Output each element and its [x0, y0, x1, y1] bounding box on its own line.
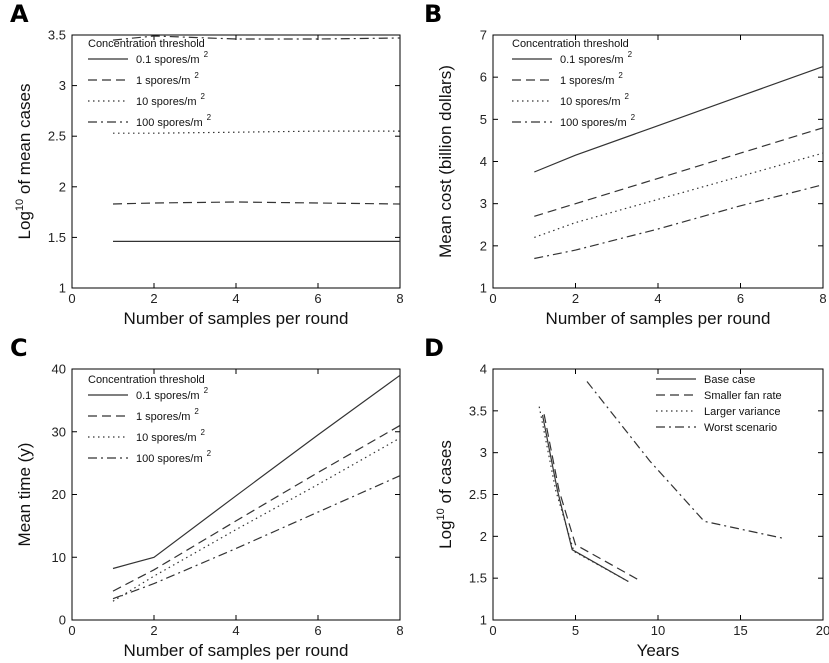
x-tick-label: 8 — [396, 623, 403, 638]
x-tick-label: 4 — [654, 291, 661, 306]
y-tick-label: 3.5 — [469, 403, 487, 418]
y-tick-label: 2 — [480, 238, 487, 253]
series-line — [534, 127, 824, 217]
y-tick-label: 1.5 — [469, 571, 487, 586]
y-tick-label: 6 — [480, 70, 487, 85]
x-axis-label: Number of samples per round — [124, 309, 349, 328]
x-tick-label: 4 — [232, 623, 239, 638]
chart-panel-a: A 0 2 4 6 8 1 1.5 2 2.5 3 3.5 Number of samples per … — [10, 0, 404, 328]
legend-title: Concentration threshold — [88, 38, 205, 50]
x-tick-label: 6 — [737, 291, 744, 306]
x-tick-label: 8 — [819, 291, 826, 306]
x-tick-label: 10 — [651, 623, 665, 638]
y-tick-label: 1 — [480, 613, 487, 628]
x-axis-label: Number of samples per round — [546, 309, 771, 328]
y-tick-label: 40 — [52, 362, 66, 377]
panel-letter: D — [424, 334, 444, 362]
legend-entry: 0.1 spores/m 2 — [136, 50, 209, 66]
y-tick-label: 4 — [480, 154, 487, 169]
x-tick-label: 0 — [68, 623, 75, 638]
y-axis-label: Mean time (y) — [15, 443, 34, 547]
x-tick-label: 6 — [314, 623, 321, 638]
series-line — [586, 381, 782, 539]
y-tick-label: 1 — [59, 281, 66, 296]
axes-frame — [71, 34, 401, 289]
y-tick-label: 3 — [59, 78, 66, 93]
chart-panel-d: D 0 5 10 15 20 1 1.5 2 2.5 3 3.5 4 Years Log10 of case… — [424, 334, 829, 660]
x-tick-label: 2 — [572, 291, 579, 306]
x-tick-label: 8 — [396, 291, 403, 306]
series-line — [541, 414, 629, 583]
y-tick-label: 7 — [480, 28, 487, 43]
y-tick-label: 3 — [480, 196, 487, 211]
legend-entry: Base case — [704, 374, 755, 386]
series-line — [112, 201, 401, 205]
y-tick-label: 30 — [52, 424, 66, 439]
legend-entry: 100 spores/m 2 — [136, 113, 212, 129]
legend-entry: 0.1 spores/m 2 — [560, 50, 633, 66]
legend-entry: 1 spores/m 2 — [136, 71, 199, 87]
legend-entry: 10 spores/m 2 — [136, 92, 206, 108]
x-tick-label: 5 — [572, 623, 579, 638]
x-tick-label: 2 — [150, 291, 157, 306]
x-tick-label: 15 — [733, 623, 747, 638]
legend-entry: 1 spores/m 2 — [136, 407, 199, 423]
legend-entry: 100 spores/m 2 — [560, 113, 636, 129]
legend-title: Concentration threshold — [512, 38, 629, 50]
x-tick-label: 20 — [816, 623, 829, 638]
y-tick-label: 20 — [52, 487, 66, 502]
legend-entry: 0.1 spores/m 2 — [136, 386, 209, 402]
y-axis-label: Log10 of mean cases — [14, 84, 34, 240]
legend-entry: 10 spores/m 2 — [560, 92, 630, 108]
panel-letter: C — [10, 334, 28, 362]
x-tick-label: 0 — [489, 291, 496, 306]
x-tick-label: 0 — [489, 623, 496, 638]
y-tick-label: 1.5 — [48, 230, 66, 245]
x-axis-label: Years — [637, 641, 680, 660]
y-tick-label: 2.5 — [48, 129, 66, 144]
series-line — [112, 424, 401, 592]
series-line — [112, 475, 401, 600]
y-tick-label: 0 — [59, 613, 66, 628]
y-tick-label: 4 — [480, 362, 487, 377]
x-tick-label: 6 — [314, 291, 321, 306]
series-line — [112, 374, 401, 570]
series-line — [534, 66, 824, 173]
axes-frame — [492, 34, 824, 289]
panel-letter: B — [424, 0, 442, 28]
legend-entry: Larger variance — [704, 406, 780, 418]
y-axis-label: Mean cost (billion dollars) — [436, 65, 455, 258]
y-tick-label: 3 — [480, 445, 487, 460]
legend-entry: 1 spores/m 2 — [560, 71, 623, 87]
y-tick-label: 2.5 — [469, 487, 487, 502]
y-tick-label: 1 — [480, 281, 487, 296]
y-tick-label: 10 — [52, 550, 66, 565]
axes-frame — [71, 368, 401, 621]
series-line — [538, 406, 629, 583]
legend-entry: Worst scenario — [704, 422, 777, 434]
y-tick-label: 2 — [59, 179, 66, 194]
x-tick-label: 2 — [150, 623, 157, 638]
series-line — [112, 35, 401, 41]
panel-letter: A — [10, 0, 29, 28]
y-axis-label: Log10 of cases — [435, 440, 455, 549]
legend-entry: 100 spores/m 2 — [136, 449, 212, 465]
legend-title: Concentration threshold — [88, 374, 205, 386]
x-tick-label: 4 — [232, 291, 239, 306]
y-tick-label: 5 — [480, 112, 487, 127]
y-tick-label: 3.5 — [48, 28, 66, 43]
legend-entry: Smaller fan rate — [704, 390, 782, 402]
x-axis-label: Number of samples per round — [124, 641, 349, 660]
series-line — [534, 184, 824, 260]
legend-entry: 10 spores/m 2 — [136, 428, 206, 444]
x-tick-label: 0 — [68, 291, 75, 306]
series-line — [113, 130, 400, 134]
y-tick-label: 2 — [480, 529, 487, 544]
chart-panel-b: B 0 2 4 6 8 1 2 3 4 5 6 7 Number of samples per round… — [424, 0, 827, 328]
chart-panel-c: C 0 2 4 6 8 0 10 20 30 40 Number of samples per rou… — [10, 334, 404, 660]
series-line — [543, 414, 642, 583]
